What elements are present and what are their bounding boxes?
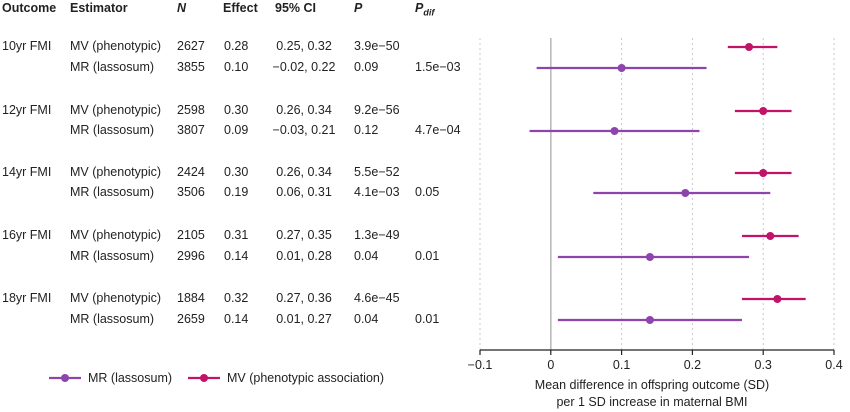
p-cell: 4.1e−03: [354, 185, 400, 199]
x-tick-label: 0.4: [825, 358, 842, 372]
p-cell: 0.12: [354, 123, 379, 137]
legend-mv-marker: [188, 374, 220, 382]
header-pdif: Pdif: [415, 1, 434, 18]
effect-cell: 0.19: [224, 185, 249, 199]
estimator-cell: MV (phenotypic): [70, 39, 162, 53]
estimate-point: [759, 107, 768, 115]
p-cell: 0.04: [354, 249, 379, 263]
p-cell: 0.04: [354, 312, 379, 326]
x-tick-label: −0.1: [468, 358, 493, 372]
p-cell: 5.5e−52: [354, 165, 400, 179]
effect-cell: 0.30: [224, 165, 249, 179]
n-cell: 1884: [177, 291, 205, 305]
ci-cell: −0.03, 0.21: [272, 123, 336, 137]
estimate-point: [773, 295, 782, 303]
legend-item-mv: MV (phenotypic association): [187, 371, 384, 385]
x-axis-label-line1: Mean difference in offspring outcome (SD…: [534, 378, 770, 392]
estimate-point: [645, 253, 654, 261]
x-tick-label: 0: [547, 358, 554, 372]
p-cell: 3.9e−50: [354, 39, 400, 53]
x-tick-label: 0.1: [613, 358, 630, 372]
outcome-label: 16yr FMI: [2, 228, 52, 242]
effect-cell: 0.28: [224, 39, 249, 53]
ci-cell: −0.02, 0.22: [272, 60, 336, 74]
pdif-cell: 0.01: [415, 249, 440, 263]
estimate-point: [610, 127, 619, 135]
header-n: N: [177, 1, 187, 15]
ci-cell: 0.26, 0.34: [276, 165, 332, 179]
estimator-cell: MR (lassosum): [70, 312, 155, 326]
outcome-label: 18yr FMI: [2, 291, 52, 305]
estimator-cell: MR (lassosum): [70, 185, 155, 199]
pdif-cell: 1.5e−03: [415, 60, 461, 74]
pdif-cell: 0.01: [415, 312, 440, 326]
estimator-cell: MR (lassosum): [70, 123, 155, 137]
n-cell: 2424: [177, 165, 205, 179]
n-cell: 3855: [177, 60, 205, 74]
outcome-label: 14yr FMI: [2, 165, 52, 179]
effect-cell: 0.32: [224, 291, 249, 305]
ci-cell: 0.01, 0.27: [276, 312, 332, 326]
estimate-point: [759, 169, 768, 177]
estimate-point: [617, 64, 626, 72]
ci-cell: 0.25, 0.32: [276, 39, 332, 53]
p-cell: 1.3e−49: [354, 228, 400, 242]
ci-cell: 0.26, 0.34: [276, 103, 332, 117]
effect-cell: 0.14: [224, 312, 249, 326]
x-tick-label: 0.2: [684, 358, 701, 372]
ci-cell: 0.06, 0.31: [276, 185, 332, 199]
ci-cell: 0.27, 0.36: [276, 291, 332, 305]
estimator-cell: MV (phenotypic): [70, 291, 162, 305]
estimator-cell: MV (phenotypic): [70, 165, 162, 179]
effect-cell: 0.31: [224, 228, 249, 242]
x-tick-label: 0.3: [755, 358, 772, 372]
ci-cell: 0.27, 0.35: [276, 228, 332, 242]
estimator-cell: MR (lassosum): [70, 60, 155, 74]
header-ci: 95% CI: [275, 1, 316, 15]
estimate-point: [766, 232, 775, 240]
legend-mr-label: MR (lassosum): [88, 371, 173, 385]
n-cell: 3807: [177, 123, 205, 137]
n-cell: 2996: [177, 249, 205, 263]
n-cell: 2598: [177, 103, 205, 117]
estimator-cell: MR (lassosum): [70, 249, 155, 263]
header-outcome: Outcome: [2, 1, 57, 15]
p-cell: 9.2e−56: [354, 103, 400, 117]
p-cell: 0.09: [354, 60, 379, 74]
n-cell: 2659: [177, 312, 205, 326]
n-cell: 2105: [177, 228, 205, 242]
legend-item-mr: MR (lassosum): [48, 371, 172, 385]
p-cell: 4.6e−45: [354, 291, 400, 305]
estimate-point: [681, 189, 690, 197]
header-estimator: Estimator: [70, 1, 128, 15]
n-cell: 3506: [177, 185, 205, 199]
outcome-label: 10yr FMI: [2, 39, 52, 53]
outcome-label: 12yr FMI: [2, 103, 52, 117]
effect-cell: 0.10: [224, 60, 249, 74]
header-effect: Effect: [223, 1, 258, 15]
legend-mv-label: MV (phenotypic association): [227, 371, 385, 385]
x-axis-label-line2: per 1 SD increase in maternal BMI: [556, 395, 748, 409]
estimate-point: [645, 316, 654, 324]
pdif-cell: 4.7e−04: [415, 123, 461, 137]
estimator-cell: MV (phenotypic): [70, 228, 162, 242]
effect-cell: 0.14: [224, 249, 249, 263]
legend-mr-marker: [49, 374, 81, 382]
pdif-cell: 0.05: [415, 185, 440, 199]
estimate-point: [745, 43, 754, 51]
estimator-cell: MV (phenotypic): [70, 103, 162, 117]
effect-cell: 0.30: [224, 103, 249, 117]
ci-cell: 0.01, 0.28: [276, 249, 332, 263]
n-cell: 2627: [177, 39, 205, 53]
header-p: P: [354, 1, 363, 15]
header-pdif-main: P: [415, 1, 424, 15]
effect-cell: 0.09: [224, 123, 249, 137]
header-pdif-sub: dif: [423, 7, 435, 18]
